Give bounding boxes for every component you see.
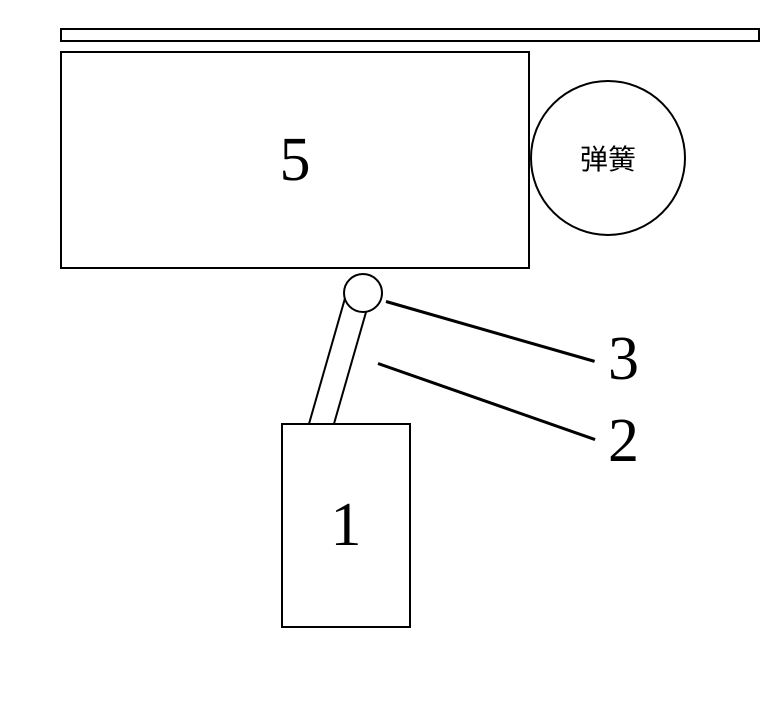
spring-label: 弹簧 <box>580 138 636 178</box>
spring-circle: 弹簧 <box>530 80 686 236</box>
joint-circle <box>343 273 383 313</box>
label-2: 2 <box>608 406 639 477</box>
main-block-label: 5 <box>280 125 311 196</box>
label-3: 3 <box>608 324 639 395</box>
bottom-block: 1 <box>281 423 411 628</box>
bottom-block-label: 1 <box>331 490 362 561</box>
top-bar <box>60 28 760 42</box>
arm-rod <box>306 296 370 438</box>
schematic-diagram: 5 弹簧 1 3 2 <box>0 0 771 723</box>
main-block: 5 <box>60 51 530 269</box>
leader-line-3 <box>386 300 596 363</box>
